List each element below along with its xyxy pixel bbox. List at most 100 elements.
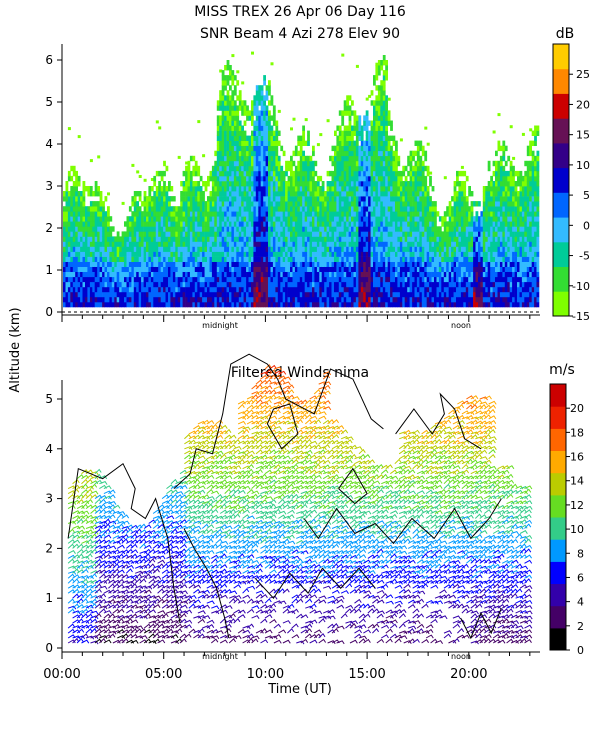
snr-cell: [368, 286, 371, 293]
snr-cell: [402, 266, 406, 272]
snr-cell: [353, 120, 357, 126]
snr-cell: [302, 175, 305, 182]
snr-cell: [270, 155, 274, 162]
snr-cell: [414, 281, 418, 288]
snr-cell: [143, 211, 147, 217]
snr-cell: [155, 266, 159, 272]
snr-cell: [85, 246, 88, 252]
snr-cell: [224, 175, 227, 182]
snr-cell: [121, 286, 125, 293]
snr-cell: [150, 256, 154, 262]
snr-cell: [80, 236, 83, 242]
snr-cell: [265, 231, 269, 237]
snr-cell: [319, 286, 323, 293]
snr-cell: [202, 261, 205, 267]
snr-cell: [287, 206, 291, 212]
snr-cell: [429, 246, 432, 252]
snr-cell: [414, 291, 418, 298]
snr-cell: [402, 216, 406, 222]
snr-cell: [421, 226, 425, 232]
snr-cell: [219, 266, 222, 272]
snr-cell: [399, 261, 403, 267]
snr-cell: [263, 236, 266, 242]
snr-cell: [348, 170, 352, 177]
snr-cell: [309, 281, 313, 288]
snr-cell: [285, 296, 288, 303]
snr-cell: [109, 251, 113, 257]
snr-cell: [207, 271, 210, 278]
snr-cell: [172, 221, 176, 227]
snr-cell: [253, 216, 257, 222]
snr-cell: [299, 165, 303, 172]
snr-cell: [416, 140, 420, 146]
snr-cell: [355, 286, 359, 293]
snr-cell: [468, 291, 471, 298]
snr-cell: [346, 191, 349, 197]
snr-cell: [99, 191, 103, 197]
snr-cell: [94, 201, 98, 207]
snr-cell: [282, 150, 286, 157]
snr-cell: [182, 286, 186, 293]
snr-cell: [290, 170, 293, 177]
snr-cell: [248, 170, 252, 177]
snr-cell: [387, 160, 391, 167]
snr-cell: [172, 211, 176, 217]
snr-cell: [248, 196, 252, 202]
snr-cell: [270, 175, 274, 182]
snr-cell: [409, 286, 413, 293]
snr-cell: [111, 246, 115, 252]
snr-cell: [124, 286, 127, 293]
snr-cell: [170, 236, 174, 242]
snr-cell: [107, 211, 110, 217]
snr-cell: [380, 201, 384, 207]
snr-cell: [407, 170, 410, 177]
snr-cell: [226, 90, 230, 96]
snr-cell: [136, 236, 139, 242]
snr-cell: [272, 221, 276, 227]
snr-cell: [75, 291, 78, 298]
snr-cell: [238, 236, 242, 242]
snr-cell: [302, 181, 305, 187]
snr-cell: [209, 191, 213, 197]
snr-cell: [168, 206, 171, 212]
snr-cell: [175, 226, 179, 232]
snr-cell: [143, 246, 147, 252]
snr-cell: [419, 231, 423, 237]
snr-cell: [382, 211, 386, 217]
snr-cell: [416, 231, 420, 237]
snr-cell: [219, 221, 222, 227]
snr-cell: [236, 155, 240, 162]
snr-cell: [155, 286, 159, 293]
snr-cell: [268, 296, 271, 303]
snr-cell: [67, 236, 71, 242]
snr-cell: [67, 206, 71, 212]
snr-cell: [185, 191, 188, 197]
snr-cell: [443, 271, 447, 278]
snr-cell: [116, 296, 120, 303]
snr-cell: [255, 170, 259, 177]
snr-cell: [290, 246, 293, 252]
snr-cell: [160, 246, 164, 252]
snr-cell: [209, 271, 213, 278]
snr-cell: [460, 246, 464, 252]
snr-cell: [421, 231, 425, 237]
snr-cell: [155, 281, 159, 288]
snr-cell: [255, 301, 259, 308]
snr-cell: [255, 216, 259, 222]
snr-cell: [297, 150, 301, 157]
snr-cell: [463, 206, 467, 212]
snr-cell: [312, 246, 315, 252]
snr-cell: [241, 211, 244, 217]
snr-cell: [131, 291, 135, 298]
snr-cell: [351, 201, 354, 207]
snr-cell: [92, 191, 96, 197]
snr-cell: [92, 226, 96, 232]
snr-cell: [299, 236, 303, 242]
snr-cell: [424, 261, 428, 267]
snr-cell: [141, 216, 144, 222]
snr-cell: [377, 211, 381, 217]
snr-cell: [294, 276, 298, 283]
snr-cell: [251, 301, 254, 308]
snr-cell: [194, 256, 198, 262]
snr-cell: [192, 201, 196, 207]
